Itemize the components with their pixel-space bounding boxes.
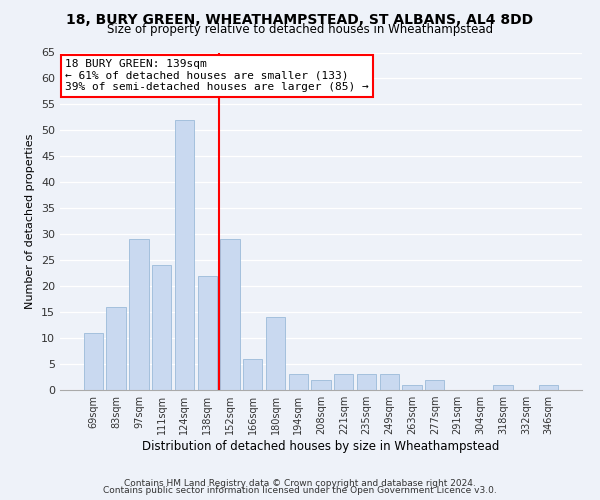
Bar: [220, 240, 239, 390]
Bar: [493, 385, 513, 390]
Bar: [425, 380, 445, 390]
Text: 18 BURY GREEN: 139sqm
← 61% of detached houses are smaller (133)
39% of semi-det: 18 BURY GREEN: 139sqm ← 61% of detached …: [65, 59, 369, 92]
Bar: [152, 266, 172, 390]
Bar: [539, 385, 558, 390]
Bar: [289, 374, 308, 390]
X-axis label: Distribution of detached houses by size in Wheathampstead: Distribution of detached houses by size …: [142, 440, 500, 453]
Text: 18, BURY GREEN, WHEATHAMPSTEAD, ST ALBANS, AL4 8DD: 18, BURY GREEN, WHEATHAMPSTEAD, ST ALBAN…: [67, 12, 533, 26]
Text: Size of property relative to detached houses in Wheathampstead: Size of property relative to detached ho…: [107, 22, 493, 36]
Text: Contains HM Land Registry data © Crown copyright and database right 2024.: Contains HM Land Registry data © Crown c…: [124, 478, 476, 488]
Bar: [266, 318, 285, 390]
Bar: [175, 120, 194, 390]
Bar: [106, 307, 126, 390]
Bar: [403, 385, 422, 390]
Bar: [311, 380, 331, 390]
Bar: [129, 240, 149, 390]
Text: Contains public sector information licensed under the Open Government Licence v3: Contains public sector information licen…: [103, 486, 497, 495]
Y-axis label: Number of detached properties: Number of detached properties: [25, 134, 35, 309]
Bar: [380, 374, 399, 390]
Bar: [197, 276, 217, 390]
Bar: [334, 374, 353, 390]
Bar: [243, 359, 262, 390]
Bar: [84, 333, 103, 390]
Bar: [357, 374, 376, 390]
